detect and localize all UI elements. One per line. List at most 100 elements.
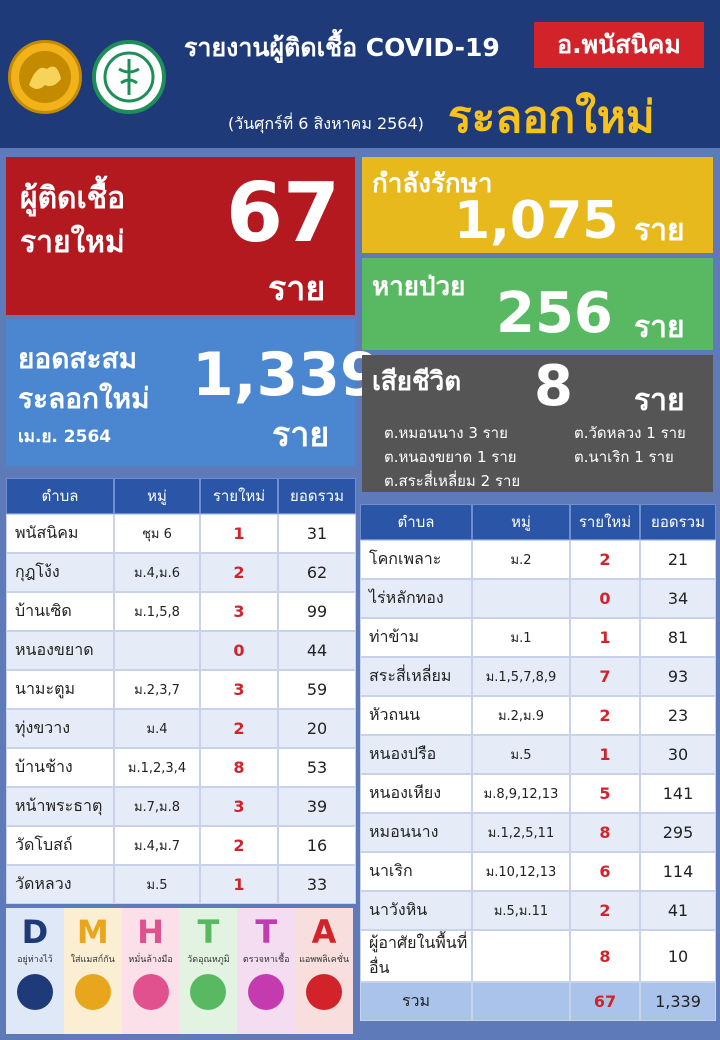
new-cases-cell: 8 [570, 813, 640, 852]
village-cell: ม.4,ม.6 [114, 553, 200, 592]
village-cell: ม.4 [114, 709, 200, 748]
total-cases-cell: 62 [278, 553, 356, 592]
new-cases-cell: 1 [570, 735, 640, 774]
column-header: ตำบล [360, 504, 472, 540]
village-cell [472, 579, 570, 618]
death-detail: ต.นาเริก 1 ราย [574, 448, 674, 466]
dmhtta-item: H หมั่นล้างมือ [121, 908, 180, 1034]
recovered-unit: ราย [634, 310, 685, 345]
village-cell: ม.1 [472, 618, 570, 657]
new-cases-value: 67 [226, 166, 341, 261]
dmhtta-letter: D [21, 913, 49, 951]
subdistrict-cell: กุฎโง้ง [6, 553, 114, 592]
subdistrict-cell: บ้านช้าง [6, 748, 114, 787]
new-cases-cell: 2 [570, 891, 640, 930]
column-header: หมู่ [114, 478, 200, 514]
village-cell: ม.5 [114, 865, 200, 904]
village-cell: ม.2,3,7 [114, 670, 200, 709]
dmhtta-caption: อยู่ห่างไว้ [17, 955, 53, 965]
total-cases-cell: 31 [278, 514, 356, 553]
subdistrict-cell: ทุ่งขวาง [6, 709, 114, 748]
village-cell: ม.1,2,5,11 [472, 813, 570, 852]
province-seal-logo [8, 40, 82, 114]
total-village-cell [472, 982, 570, 1021]
cumulative-label-2: ระลอกใหม่ [18, 382, 150, 415]
table-row: ทุ่งขวาง ม.4 2 20 [6, 709, 356, 748]
total-cases-cell: 59 [278, 670, 356, 709]
new-cases-cell: 1 [200, 514, 278, 553]
village-cell: ม.1,5,7,8,9 [472, 657, 570, 696]
column-header: หมู่ [472, 504, 570, 540]
dmhtta-caption: ใส่แมสก์กัน [70, 955, 115, 965]
treating-unit: ราย [634, 213, 685, 248]
new-cases-label-2: รายใหม่ [20, 225, 125, 260]
subdistrict-cell: หมอนนาง [360, 813, 472, 852]
district-badge: อ.พนัสนิคม [534, 22, 704, 68]
deaths-unit: ราย [634, 383, 685, 418]
total-cases-cell: 141 [640, 774, 716, 813]
total-cases-cell: 114 [640, 852, 716, 891]
table-row: พนัสนิคม ชุม 6 1 31 [6, 514, 356, 553]
new-cases-cell: 2 [200, 709, 278, 748]
new-cases-cell: 5 [570, 774, 640, 813]
dmhtta-caption: วัดอุณหภูมิ [187, 955, 230, 965]
subdistrict-cell: หนองปรือ [360, 735, 472, 774]
dmhtta-letter: A [311, 913, 337, 951]
treating-card: กำลังรักษา 1,075 ราย [362, 157, 713, 253]
wave-title: ระลอกใหม่ [448, 92, 655, 143]
cumulative-label-3: เม.ย. 2564 [18, 427, 112, 447]
table-row: ไร่หลักทอง 0 34 [360, 579, 716, 618]
dmhtta-letter: T [197, 913, 220, 951]
table-row: ผู้อาศัยในพื้นที่อื่น 8 10 [360, 930, 716, 982]
village-cell: ม.2 [472, 540, 570, 579]
table-row: นามะตูม ม.2,3,7 3 59 [6, 670, 356, 709]
subdistrict-cell: นาเริก [360, 852, 472, 891]
table-row: หนองขยาด 0 44 [6, 631, 356, 670]
right-subdistrict-table: ตำบล หมู่ รายใหม่ ยอดรวม โคกเพลาะ ม.2 2 21 ไ… [360, 504, 716, 1021]
new-cases-cell: 8 [570, 930, 640, 982]
subdistrict-cell: โคกเพลาะ [360, 540, 472, 579]
subdistrict-cell: ท่าข้าม [360, 618, 472, 657]
distancing-icon [16, 974, 53, 1010]
subdistrict-cell: หนองขยาด [6, 631, 114, 670]
new-cases-cell: 3 [200, 670, 278, 709]
total-label: รวม [360, 982, 472, 1021]
subdistrict-cell: หัวถนน [360, 696, 472, 735]
app-icon [306, 974, 343, 1010]
dmhtta-letter: H [137, 913, 164, 951]
table-row: นาวังหิน ม.5,ม.11 2 41 [360, 891, 716, 930]
total-cases-cell: 44 [278, 631, 356, 670]
handwash-icon [132, 974, 169, 1010]
total-cases-cell: 41 [640, 891, 716, 930]
dmhtta-letter: T [255, 913, 278, 951]
deaths-value: 8 [534, 354, 573, 419]
total-cumulative: 1,339 [640, 982, 716, 1021]
total-cases-cell: 21 [640, 540, 716, 579]
table-row: กุฎโง้ง ม.4,ม.6 2 62 [6, 553, 356, 592]
total-new-cases: 67 [570, 982, 640, 1021]
total-row: รวม 67 1,339 [360, 982, 716, 1021]
dmhtta-item: T ตรวจหาเชื้อ [237, 908, 296, 1034]
cumulative-card: ยอดสะสม ระลอกใหม่ เม.ย. 2564 1,339 ราย [6, 319, 382, 466]
village-cell: ม.7,ม.8 [114, 787, 200, 826]
cumulative-value: 1,339 [192, 340, 382, 410]
table-row: วัดหลวง ม.5 1 33 [6, 865, 356, 904]
new-cases-cell: 1 [200, 865, 278, 904]
table-row: วัดโบสถ์ ม.4,ม.7 2 16 [6, 826, 356, 865]
village-cell: ม.8,9,12,13 [472, 774, 570, 813]
swab-test-icon [248, 974, 285, 1010]
table-row: หน้าพระธาตุ ม.7,ม.8 3 39 [6, 787, 356, 826]
new-cases-cell: 1 [570, 618, 640, 657]
subdistrict-cell: ไร่หลักทอง [360, 579, 472, 618]
total-cases-cell: 295 [640, 813, 716, 852]
cumulative-unit: ราย [272, 415, 330, 455]
new-cases-unit: ราย [268, 269, 326, 309]
total-cases-cell: 34 [640, 579, 716, 618]
report-title: รายงานผู้ติดเชื้อ COVID-19 [184, 33, 500, 62]
new-cases-label-1: ผู้ติดเชื้อ [20, 181, 126, 216]
deaths-card: เสียชีวิต 8 ราย ต.หมอนนาง 3 ราย ต.วัดหลว… [362, 355, 713, 492]
subdistrict-cell: หน้าพระธาตุ [6, 787, 114, 826]
treating-label: กำลังรักษา [372, 169, 493, 199]
new-cases-cell: 0 [570, 579, 640, 618]
village-cell [114, 631, 200, 670]
